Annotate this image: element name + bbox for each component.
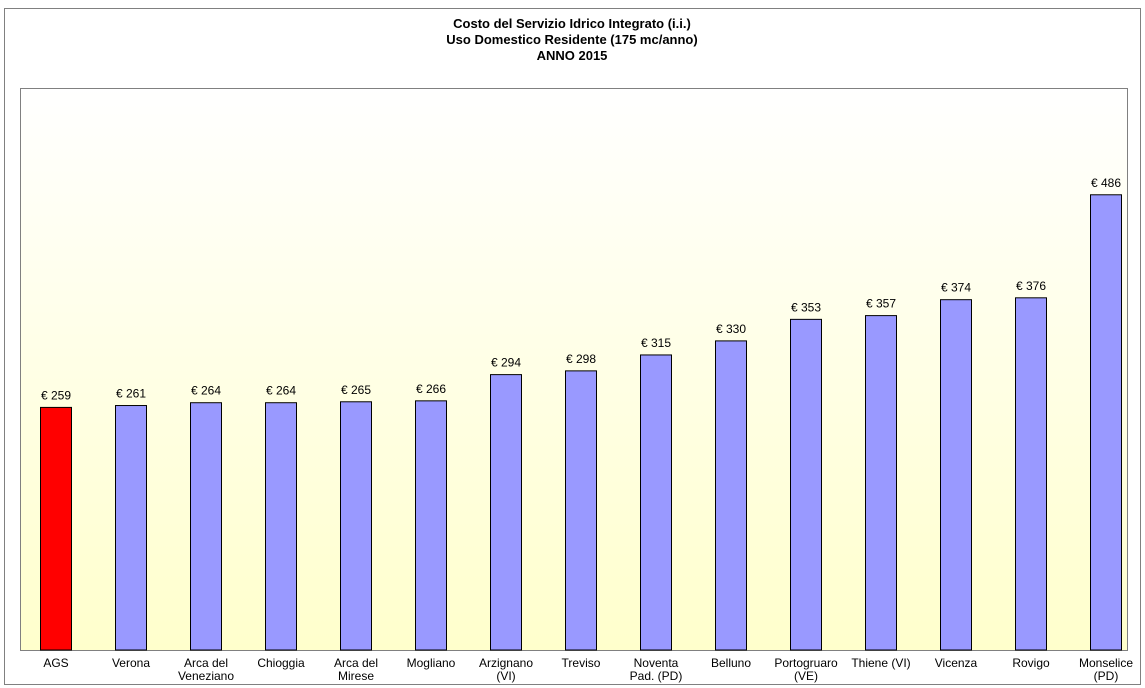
- x-tick-label: Rovigo: [1012, 656, 1050, 670]
- bar: [415, 400, 447, 651]
- bar: [790, 318, 822, 651]
- x-tick-label: Arzignano (VI): [479, 656, 533, 683]
- x-tick-label: Noventa Pad. (PD): [630, 656, 683, 683]
- chart-subtitle: Uso Domestico Residente (175 mc/anno): [446, 32, 697, 47]
- data-label: € 266: [416, 382, 446, 396]
- bar: [190, 402, 222, 651]
- x-tick-label: Chioggia: [257, 656, 305, 670]
- data-label: € 330: [716, 322, 746, 336]
- data-label: € 264: [191, 384, 221, 398]
- x-tick-label: Thiene (VI): [851, 656, 910, 670]
- data-label: € 357: [866, 297, 896, 311]
- x-tick-label: Arca del Veneziano: [178, 656, 234, 683]
- data-label: € 376: [1016, 279, 1046, 293]
- bar: [715, 340, 747, 651]
- bar: [640, 354, 672, 651]
- bar: [1015, 297, 1047, 651]
- x-tick-label: AGS: [43, 656, 68, 670]
- x-tick-label: Mogliano: [407, 656, 456, 670]
- x-tick-label: Belluno: [711, 656, 751, 670]
- chart-title: Costo del Servizio Idrico Integrato (i.i…: [453, 16, 691, 31]
- chart-subtitle: ANNO 2015: [537, 48, 608, 63]
- x-tick-label: Verona: [112, 656, 150, 670]
- bar: [1090, 194, 1122, 651]
- bar: [40, 406, 72, 651]
- data-label: € 261: [116, 387, 146, 401]
- x-tick-label: Vicenza: [935, 656, 978, 670]
- bar: [490, 374, 522, 651]
- data-label: € 265: [341, 383, 371, 397]
- bar: [340, 401, 372, 651]
- x-tick-label: Monselice (PD): [1079, 656, 1133, 683]
- data-label: € 315: [641, 336, 671, 350]
- data-label: € 374: [941, 281, 971, 295]
- bar: [940, 299, 972, 651]
- data-label: € 353: [791, 300, 821, 314]
- bar: [565, 370, 597, 651]
- data-label: € 486: [1091, 176, 1121, 190]
- data-label: € 298: [566, 352, 596, 366]
- bar: [115, 405, 147, 651]
- x-tick-label: Portogruaro (VE): [774, 656, 838, 683]
- data-label: € 294: [491, 356, 521, 370]
- bar: [265, 402, 297, 651]
- x-tick-label: Arca del Mirese: [334, 656, 378, 683]
- x-tick-label: Treviso: [562, 656, 601, 670]
- bar: [865, 315, 897, 651]
- data-label: € 259: [41, 388, 71, 402]
- data-label: € 264: [266, 384, 296, 398]
